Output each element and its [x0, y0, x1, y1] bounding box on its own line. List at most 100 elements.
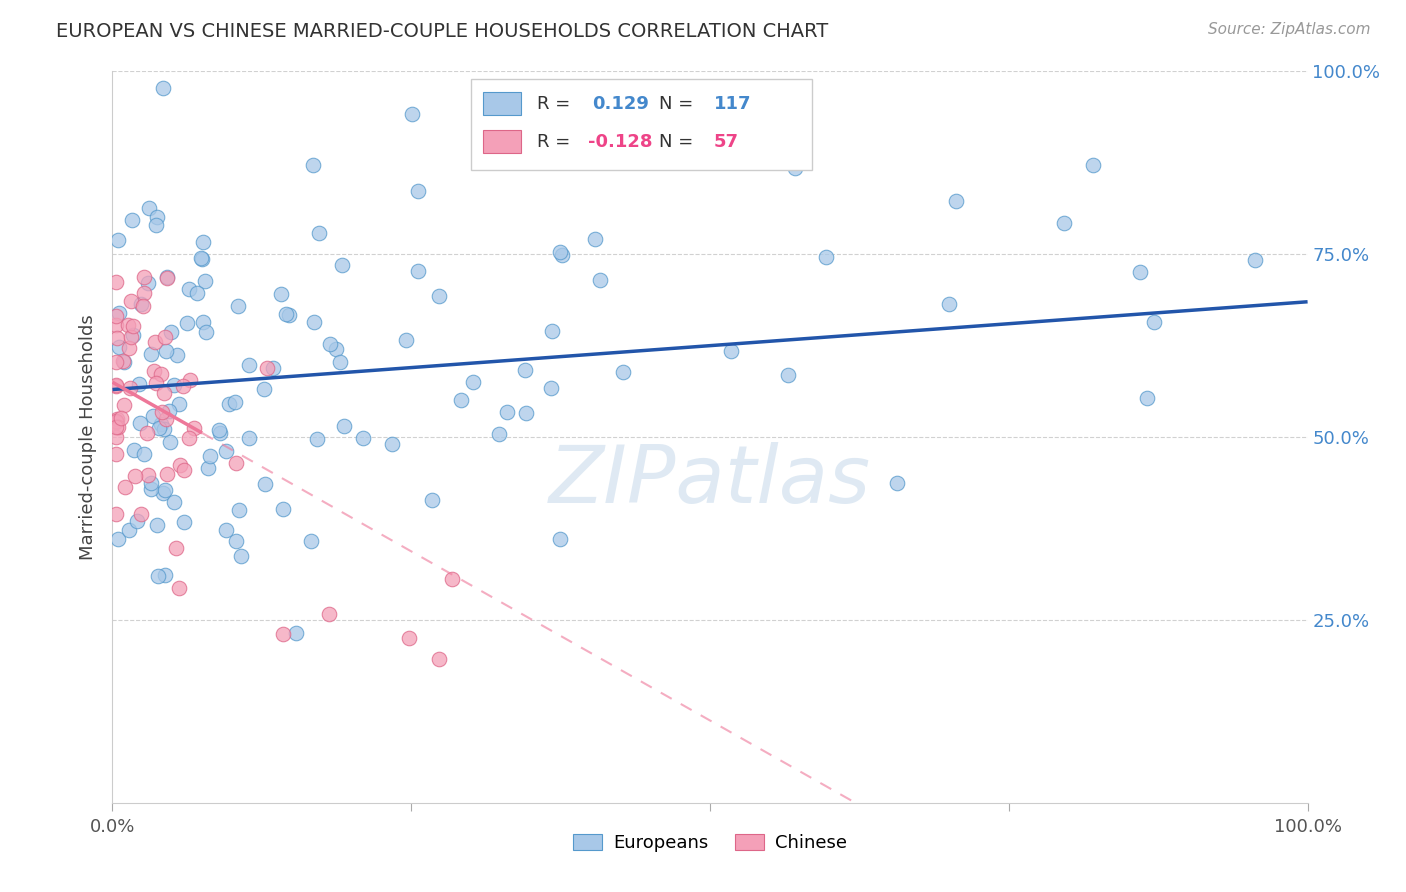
- Point: [120, 330, 142, 344]
- Y-axis label: Married-couple Households: Married-couple Households: [79, 314, 97, 560]
- Point: [583, 232, 606, 246]
- Point: [155, 344, 177, 359]
- Point: [156, 467, 179, 482]
- Point: [238, 358, 260, 372]
- Point: [121, 327, 143, 342]
- Point: [276, 307, 298, 321]
- Point: [159, 326, 181, 340]
- Point: [124, 468, 146, 483]
- Point: [1143, 315, 1166, 329]
- Point: [105, 414, 128, 428]
- Point: [191, 235, 214, 249]
- Point: [406, 263, 429, 277]
- Point: [945, 194, 967, 208]
- Point: [401, 107, 423, 121]
- Point: [253, 382, 276, 396]
- Point: [271, 502, 294, 516]
- Point: [157, 404, 180, 418]
- Point: [191, 315, 214, 329]
- Point: [148, 568, 170, 582]
- Point: [156, 271, 179, 285]
- Point: [108, 306, 131, 320]
- Point: [612, 365, 634, 379]
- Point: [105, 507, 128, 521]
- Text: R =: R =: [537, 95, 569, 112]
- Point: [118, 524, 141, 538]
- Point: [427, 651, 450, 665]
- Point: [132, 286, 155, 301]
- Point: [159, 435, 181, 450]
- Point: [131, 299, 153, 313]
- Text: 0.129: 0.129: [592, 95, 648, 112]
- Point: [128, 416, 150, 430]
- Point: [253, 476, 276, 491]
- Point: [285, 626, 308, 640]
- Point: [105, 276, 128, 290]
- Point: [408, 184, 430, 198]
- Point: [105, 420, 128, 434]
- Point: [186, 286, 208, 301]
- Point: [152, 81, 174, 95]
- Point: [225, 533, 247, 548]
- Point: [551, 248, 574, 262]
- Point: [1244, 252, 1267, 267]
- Point: [118, 341, 141, 355]
- Point: [105, 447, 128, 461]
- Point: [208, 423, 231, 437]
- Point: [238, 431, 260, 445]
- Point: [149, 417, 172, 432]
- Text: R =: R =: [537, 133, 569, 151]
- Point: [783, 161, 806, 175]
- Point: [197, 461, 219, 475]
- Point: [776, 368, 799, 383]
- Point: [176, 316, 198, 330]
- Point: [153, 483, 176, 497]
- Point: [146, 210, 169, 224]
- Point: [1129, 265, 1152, 279]
- Point: [173, 515, 195, 529]
- Point: [278, 309, 301, 323]
- Point: [163, 377, 186, 392]
- Point: [155, 412, 177, 426]
- Point: [224, 395, 246, 409]
- Point: [114, 480, 136, 494]
- Point: [120, 294, 142, 309]
- Point: [112, 353, 135, 368]
- Point: [136, 276, 159, 290]
- Point: [142, 364, 165, 378]
- Point: [105, 378, 128, 392]
- Point: [302, 158, 325, 172]
- Point: [117, 318, 139, 332]
- Point: [114, 355, 136, 369]
- Point: [163, 494, 186, 508]
- Point: [141, 347, 163, 361]
- Point: [167, 582, 190, 596]
- Point: [155, 568, 177, 582]
- Point: [271, 627, 294, 641]
- Point: [141, 475, 163, 490]
- Point: [139, 483, 162, 497]
- Point: [172, 379, 194, 393]
- Point: [129, 508, 152, 522]
- Point: [107, 340, 129, 354]
- Point: [208, 425, 231, 440]
- Point: [167, 397, 190, 411]
- Point: [319, 337, 342, 351]
- Point: [105, 412, 128, 426]
- Point: [122, 318, 145, 333]
- Point: [228, 502, 250, 516]
- Point: [165, 541, 187, 555]
- Point: [270, 286, 292, 301]
- Point: [138, 468, 160, 483]
- Point: [226, 299, 249, 313]
- Point: [330, 258, 353, 272]
- Text: EUROPEAN VS CHINESE MARRIED-COUPLE HOUSEHOLDS CORRELATION CHART: EUROPEAN VS CHINESE MARRIED-COUPLE HOUSE…: [56, 22, 828, 41]
- Point: [541, 324, 564, 338]
- Point: [150, 405, 173, 419]
- Point: [179, 373, 201, 387]
- Point: [540, 381, 562, 395]
- Point: [215, 523, 238, 537]
- Point: [398, 631, 420, 645]
- Point: [720, 344, 742, 359]
- Point: [110, 410, 132, 425]
